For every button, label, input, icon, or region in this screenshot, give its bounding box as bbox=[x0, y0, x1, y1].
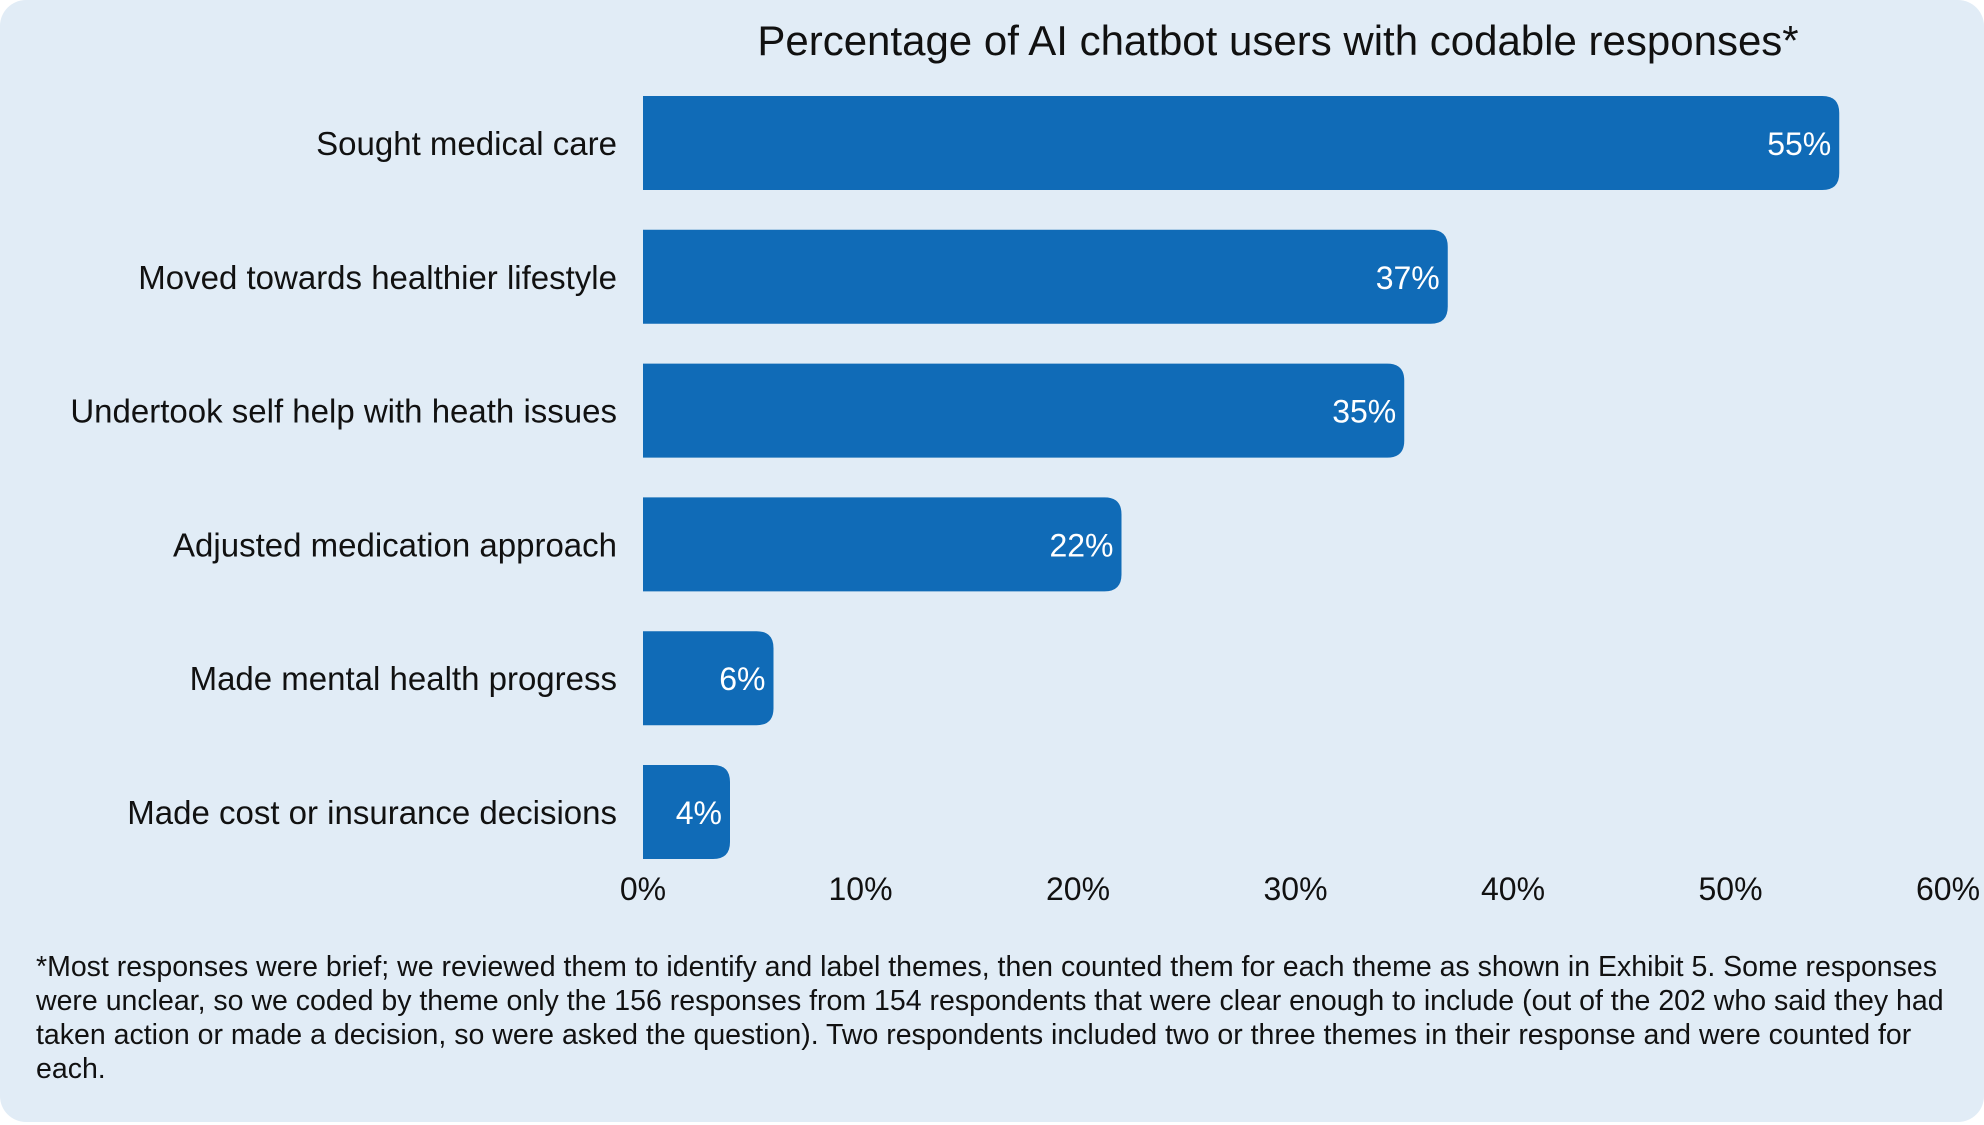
value-label: 55% bbox=[1767, 126, 1831, 162]
x-tick-label: 0% bbox=[620, 871, 666, 907]
bar-moved-towards-healthier-lifestyle bbox=[643, 229, 1448, 324]
bar-made-cost-or-insurance-decisions bbox=[643, 765, 730, 859]
x-tick-label: 10% bbox=[828, 871, 892, 907]
category-label: Made mental health progress bbox=[190, 660, 617, 697]
chart-title: Percentage of AI chatbot users with coda… bbox=[757, 17, 1798, 64]
category-labels: Sought medical care Moved towards healthi… bbox=[70, 125, 617, 831]
category-label: Undertook self help with heath issues bbox=[70, 393, 617, 430]
bar-sought-medical-care bbox=[643, 96, 1840, 190]
category-label: Made cost or insurance decisions bbox=[127, 794, 617, 831]
value-label: 6% bbox=[719, 661, 765, 697]
x-tick-label: 30% bbox=[1263, 871, 1327, 907]
value-label: 37% bbox=[1376, 260, 1440, 296]
value-label: 22% bbox=[1049, 527, 1113, 563]
value-labels: 55% 37% 35% 22% 6% 4% bbox=[676, 126, 1832, 831]
x-tick-label: 20% bbox=[1046, 871, 1110, 907]
value-label: 35% bbox=[1332, 394, 1396, 430]
x-tick-label: 60% bbox=[1916, 871, 1980, 907]
bar-undertook-self-help-with-heath-issues bbox=[643, 363, 1405, 458]
category-label: Adjusted medication approach bbox=[173, 526, 617, 563]
x-tick-label: 40% bbox=[1481, 871, 1545, 907]
category-label: Moved towards healthier lifestyle bbox=[138, 259, 617, 296]
bar-adjusted-medication-approach bbox=[643, 497, 1122, 592]
value-label: 4% bbox=[676, 795, 722, 831]
bars-group bbox=[643, 96, 1840, 859]
x-axis-tick-labels: 0% 10% 20% 30% 40% 50% 60% bbox=[620, 871, 1980, 907]
category-label: Sought medical care bbox=[316, 125, 617, 162]
bar-made-mental-health-progress bbox=[643, 631, 774, 726]
x-tick-label: 50% bbox=[1698, 871, 1762, 907]
footnote: *Most responses were brief; we reviewed … bbox=[36, 951, 1944, 1085]
